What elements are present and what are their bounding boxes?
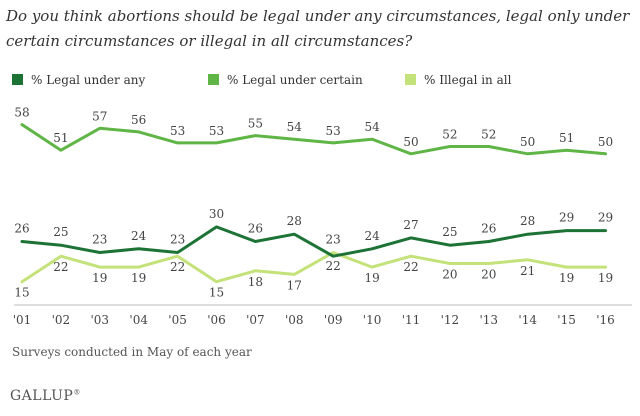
legend-swatch-legal-any — [12, 74, 23, 85]
data-label-legal-certain: 58 — [14, 106, 29, 120]
data-label-illegal-all: 15 — [14, 286, 29, 300]
legend-item-legal-certain: % Legal under certain — [208, 73, 363, 87]
x-tick-label: '10 — [363, 313, 382, 327]
data-label-legal-any: 28 — [287, 214, 302, 228]
legend-label-illegal-all: % Illegal in all — [424, 73, 512, 87]
data-label-legal-any: 22 — [326, 259, 341, 273]
x-tick-label: '04 — [129, 313, 148, 327]
data-label-illegal-all: 19 — [92, 271, 107, 285]
data-label-legal-certain: 50 — [520, 135, 535, 149]
x-tick-label: '07 — [246, 313, 265, 327]
series-line-illegal-all — [20, 251, 607, 284]
data-label-legal-certain: 54 — [287, 120, 303, 134]
x-tick-label: '06 — [207, 313, 226, 327]
data-label-legal-certain: 56 — [131, 113, 146, 127]
data-label-legal-any: 23 — [170, 233, 185, 247]
data-label-legal-certain: 55 — [248, 117, 263, 131]
data-label-legal-any: 28 — [520, 214, 535, 228]
data-label-illegal-all: 22 — [403, 260, 418, 274]
data-label-legal-any: 24 — [131, 229, 147, 243]
x-tick-label: '09 — [324, 313, 343, 327]
data-label-legal-certain: 54 — [364, 120, 380, 134]
gallup-logo: GALLUP® — [10, 388, 81, 404]
data-label-illegal-all: 23 — [326, 233, 341, 247]
data-label-illegal-all: 17 — [287, 278, 302, 292]
x-tick-label: '16 — [596, 313, 615, 327]
data-label-illegal-all: 19 — [598, 271, 613, 285]
chart-title: Do you think abortions should be legal u… — [6, 7, 630, 50]
data-label-legal-any: 30 — [209, 207, 224, 221]
x-tick-label: '05 — [168, 313, 187, 327]
x-tick-label: '02 — [52, 313, 71, 327]
series-line-legal-certain — [20, 123, 607, 156]
data-label-legal-certain: 52 — [442, 128, 457, 142]
data-label-legal-certain: 53 — [170, 124, 185, 138]
legend-label-legal-any: % Legal under any — [31, 73, 146, 87]
data-label-legal-certain: 57 — [92, 109, 107, 123]
survey-note: Surveys conducted in May of each year — [12, 345, 252, 359]
x-tick-label: '03 — [91, 313, 110, 327]
data-label-illegal-all: 18 — [248, 275, 263, 289]
data-label-illegal-all: 22 — [53, 260, 68, 274]
data-label-illegal-all: 21 — [520, 264, 535, 278]
data-label-illegal-all: 19 — [559, 271, 574, 285]
x-tick-label: '12 — [441, 313, 460, 327]
x-tick-label: '08 — [285, 313, 304, 327]
legend-swatch-legal-certain — [208, 74, 219, 85]
data-label-legal-certain: 50 — [403, 135, 418, 149]
data-label-legal-certain: 53 — [209, 124, 224, 138]
data-label-illegal-all: 15 — [209, 286, 224, 300]
x-tick-label: '13 — [480, 313, 499, 327]
legend-item-illegal-all: % Illegal in all — [405, 73, 511, 87]
data-label-legal-any: 25 — [53, 225, 68, 239]
data-label-legal-certain: 51 — [53, 131, 68, 145]
legend-swatch-illegal-all — [405, 74, 416, 85]
series-line-legal-any — [20, 225, 607, 258]
legend-label-legal-certain: % Legal under certain — [227, 73, 363, 87]
data-label-legal-any: 26 — [14, 222, 29, 236]
data-label-legal-any: 29 — [559, 211, 574, 225]
data-label-illegal-all: 19 — [131, 271, 146, 285]
data-label-illegal-all: 19 — [364, 271, 379, 285]
line-chart: '01 '02 '03 '04 '05 '06 '07 '08 '09 '10 '11 '12 '13 '… — [13, 106, 632, 327]
data-label-illegal-all: 22 — [170, 260, 185, 274]
data-label-legal-certain: 51 — [559, 131, 574, 145]
data-label-legal-any: 27 — [403, 218, 418, 232]
x-tick-label: '11 — [402, 313, 421, 327]
data-label-legal-any: 26 — [248, 222, 263, 236]
data-label-illegal-all: 20 — [481, 268, 496, 282]
data-label-illegal-all: 20 — [442, 268, 457, 282]
data-label-legal-any: 26 — [481, 222, 496, 236]
data-label-legal-any: 25 — [442, 225, 457, 239]
data-label-legal-certain: 50 — [598, 135, 613, 149]
x-tick-label: '01 — [13, 313, 32, 327]
legend-item-legal-any: % Legal under any — [12, 73, 145, 87]
x-tick-label: '15 — [557, 313, 576, 327]
data-label-legal-any: 24 — [364, 229, 380, 243]
data-label-legal-certain: 52 — [481, 128, 496, 142]
x-tick-label: '14 — [518, 313, 537, 327]
data-label-legal-any: 29 — [598, 211, 613, 225]
data-label-legal-certain: 53 — [326, 124, 341, 138]
data-label-legal-any: 23 — [92, 233, 107, 247]
